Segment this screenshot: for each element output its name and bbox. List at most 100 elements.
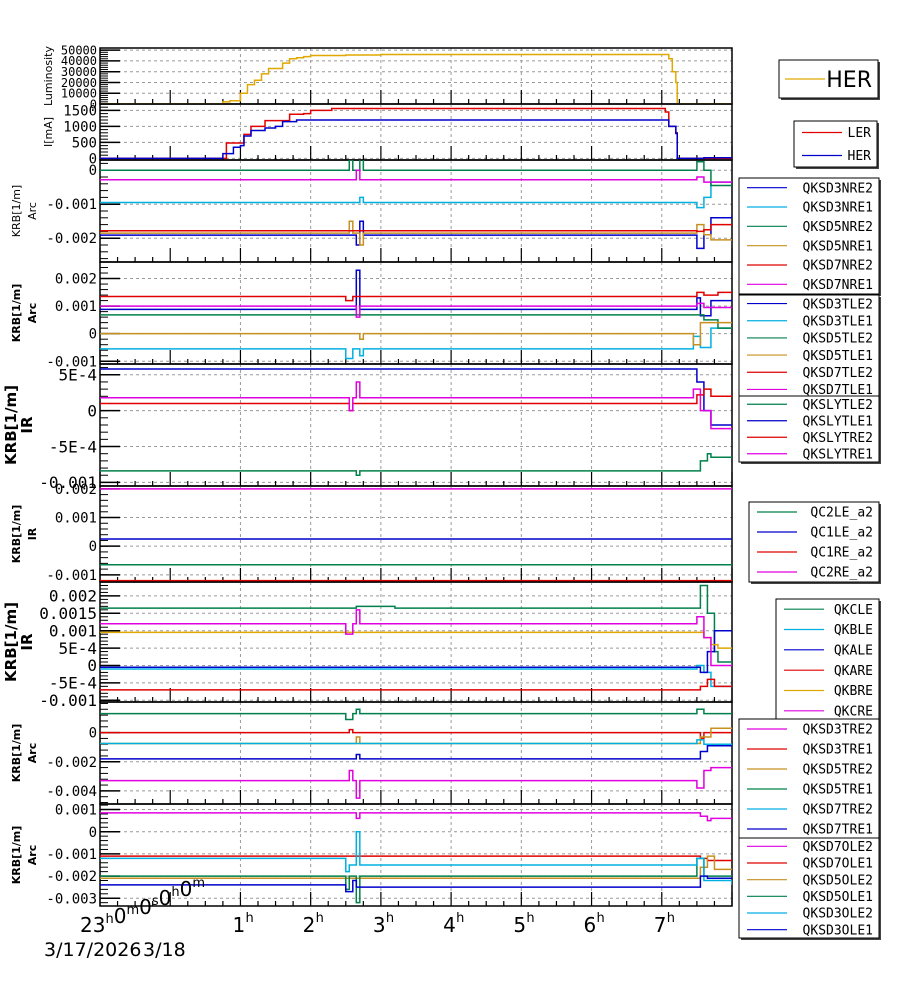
- series-line-qksd3tle2: [100, 269, 732, 317]
- panel-krb-ir-qc: -0.001 0 0.001 0.002 KRB[1/m] IR QC2LE_a2 QC1LE…: [10, 482, 881, 584]
- y-tick-label: -0.003: [46, 891, 97, 907]
- series-line-qkslytre2: [100, 388, 732, 412]
- plot-frame: [99, 363, 733, 487]
- series-line-qksd5tle2: [100, 314, 732, 329]
- y-tick-label: 5E-4: [58, 366, 97, 385]
- series-line-qkcle: [100, 584, 732, 666]
- y-tick-label: -0.002: [46, 869, 97, 885]
- legend: QKSD3TLE2 QKSD3TLE1 QKSD5TLE2 QKSD5TLE1 QKSD…: [738, 294, 881, 400]
- y-tick-label: -0.001: [39, 691, 97, 710]
- series-line-qksd3tre1: [100, 728, 732, 740]
- x-tick-label: 23h0m0s0h0m: [80, 876, 205, 937]
- legend-entry-label: QKALE: [834, 644, 873, 659]
- legend-entry-label: HER: [848, 149, 872, 164]
- series-line-qkbre: [100, 631, 732, 649]
- legend: QC2LE_a2 QC1LE_a2 QC1RE_a2 QC2RE_a2: [748, 501, 881, 584]
- y-tick-label: 1500: [63, 103, 97, 119]
- legend-entry-label: QKCLE: [834, 603, 873, 618]
- y-axis-label: KRB[1/m]: [2, 602, 20, 682]
- legend-entry-label: QKSD3OLE1: [803, 923, 873, 938]
- y-axis-label: IR: [18, 633, 36, 651]
- legend-entry-label: QKSLYTRE2: [803, 431, 873, 446]
- legend: QKSD3TRE2 QKSD3TRE1 QKSD5TRE2 QKSD5TRE1 QKSD…: [738, 718, 881, 841]
- y-axis-label: Arc: [26, 303, 39, 323]
- y-tick-label: 0: [87, 656, 97, 675]
- y-tick-label: -0.002: [46, 755, 97, 771]
- x-tick-label: 5: [513, 913, 526, 937]
- legend-entry-label: QKSD5OLE2: [803, 873, 873, 888]
- y-tick-label: 0: [89, 539, 97, 555]
- y-tick-label: 0.001: [55, 511, 97, 527]
- y-tick-label: 0.001: [55, 803, 97, 819]
- series-line-qkslytre1: [100, 381, 732, 430]
- series-line-qksd5tre2: [100, 727, 732, 745]
- legend: HER: [778, 59, 880, 100]
- legend-entry-label: QC1LE_a2: [810, 526, 873, 541]
- y-tick-label: 0.001: [55, 299, 97, 315]
- y-tick-label: -0.001: [46, 197, 97, 213]
- series-line-her: [100, 53, 732, 104]
- legend-box: [793, 120, 878, 168]
- plot-frame: [99, 103, 733, 161]
- legend: QKSD3NRE2 QKSD3NRE1 QKSD5NRE2 QKSD5NRE1 QKSD…: [738, 177, 881, 296]
- y-tick-label: 10000: [61, 87, 97, 101]
- legend-entry-label: HER: [826, 68, 872, 93]
- y-tick-label: 5E-4: [58, 639, 97, 658]
- series-line-qkare: [100, 678, 732, 691]
- legend-entry-label: QKSD5NRE1: [803, 239, 873, 254]
- legend-entry-label: QKSD3NRE2: [803, 181, 873, 196]
- legend-entry-label: QKCRE: [834, 705, 873, 720]
- legend-entry-label: QKARE: [834, 664, 873, 679]
- legend-entry-label: QKSD7OLE1: [803, 857, 873, 872]
- y-tick-label: 0: [89, 163, 97, 179]
- y-tick-label: -0.002: [46, 231, 97, 247]
- y-tick-label: 0: [89, 726, 97, 742]
- legend-entry-label: QKBLE: [834, 623, 873, 638]
- date-label-next: 3/18: [143, 939, 186, 961]
- legend-entry-label: QKSD7OLE2: [803, 840, 873, 855]
- plot-frame: [99, 803, 733, 907]
- legend-box: [738, 177, 880, 295]
- legend-entry-label: QC2RE_a2: [810, 566, 873, 581]
- y-tick-label: 0: [89, 151, 97, 167]
- y-axis-label: Arc: [26, 845, 39, 865]
- legend-entry-label: QKSD7NRE2: [803, 259, 873, 274]
- legend-box: [748, 501, 880, 583]
- x-tick-label-superscript: h: [667, 911, 675, 926]
- x-tick-label: 2: [303, 913, 316, 937]
- y-axis-label: I[mA]: [42, 117, 55, 147]
- y-tick-label: -0.001: [46, 354, 97, 370]
- legend-entry-label: QKSD5TLE2: [803, 332, 873, 347]
- series-line-qksd7tle2: [100, 291, 732, 302]
- y-tick-label: 20000: [61, 76, 97, 90]
- legend-entry-label: QKSD5NRE2: [803, 220, 873, 235]
- y-tick-label: 1000: [63, 119, 97, 135]
- y-tick-label: 0: [90, 97, 97, 111]
- y-tick-label: 0: [89, 825, 97, 841]
- legend-entry-label: QKSD3OLE2: [803, 907, 873, 922]
- y-tick-label: -0.001: [39, 473, 97, 492]
- panel-krb-ir-sly: -0.001-5E-405E-4KRB[1/m]IRQKSLYTLE2QKSLY…: [2, 363, 881, 492]
- legend-entry-label: QC1RE_a2: [810, 546, 873, 561]
- y-axis-label: Luminosity: [42, 46, 55, 106]
- plot-frame: [99, 485, 733, 583]
- series-line-ler: [100, 107, 732, 160]
- series-line-qksd7tre2: [100, 739, 732, 746]
- series-line-qksd7tre1: [100, 744, 732, 760]
- y-axis-label: KRB[1/m]: [10, 284, 23, 343]
- y-axis-label: IR: [18, 416, 36, 434]
- legend-entry-label: QKSD7TLE1: [803, 383, 873, 398]
- legend-entry-label: QKSLYTLE1: [803, 414, 873, 429]
- series-line-qkcre: [100, 609, 732, 667]
- series-line-qksd5nre1: [100, 220, 732, 246]
- series-line-qksd3ole1: [100, 875, 732, 893]
- series-line-qksd3tle1: [100, 327, 732, 360]
- y-tick-label: -0.001: [46, 847, 97, 863]
- legend-entry-label: LER: [848, 126, 872, 141]
- y-axis-label: KRB[1/m]: [10, 505, 23, 564]
- y-tick-label: 0: [89, 327, 97, 343]
